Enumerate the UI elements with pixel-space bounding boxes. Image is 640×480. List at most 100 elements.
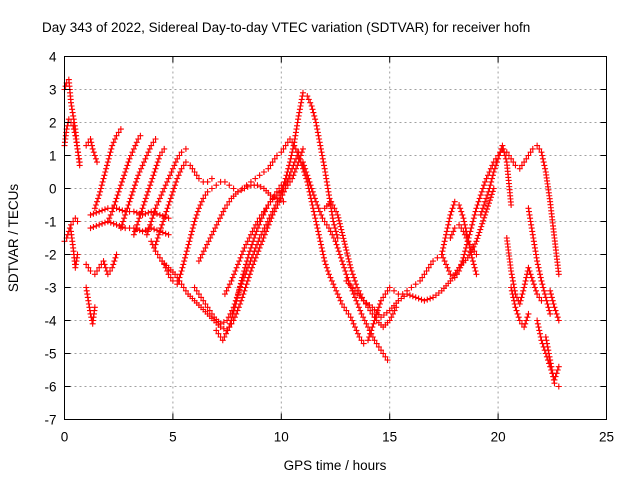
y-tick-label: -5: [44, 347, 56, 362]
data-point: [317, 142, 324, 149]
data-point: [152, 241, 159, 248]
data-point: [150, 211, 157, 218]
data-point: [350, 274, 357, 281]
data-point: [481, 182, 488, 189]
data-point: [90, 210, 97, 217]
data-point: [518, 294, 525, 301]
data-point: [549, 297, 556, 304]
x-tick-label: 10: [274, 430, 289, 445]
data-point: [412, 281, 419, 288]
data-point: [336, 217, 343, 224]
data-point: [345, 310, 352, 317]
data-point: [352, 277, 359, 284]
data-point: [164, 205, 171, 212]
data-point: [265, 165, 272, 172]
data-point: [204, 178, 211, 185]
data-point: [312, 119, 319, 126]
data-point: [228, 277, 235, 284]
data-point: [332, 225, 339, 232]
data-point: [264, 218, 271, 225]
data-point: [489, 175, 496, 182]
data-point: [226, 198, 233, 205]
data-point: [338, 226, 345, 233]
data-point: [126, 155, 133, 162]
data-point: [168, 192, 175, 199]
data-point: [523, 274, 530, 281]
data-point: [541, 287, 548, 294]
data-point: [461, 218, 468, 225]
data-point: [518, 162, 525, 169]
data-point: [545, 347, 552, 354]
data-point: [213, 221, 220, 228]
data-point: [150, 139, 157, 146]
data-point: [282, 175, 289, 182]
data-point: [123, 165, 130, 172]
data-point: [311, 195, 318, 202]
data-point: [200, 248, 207, 255]
data-point: [177, 169, 184, 175]
data-point: [310, 205, 317, 212]
data-point: [278, 188, 285, 195]
data-point: [154, 227, 161, 234]
data-point: [373, 340, 380, 347]
data-point: [182, 251, 189, 258]
data-point: [449, 205, 456, 212]
data-point: [549, 370, 556, 377]
data-point: [316, 235, 323, 241]
data-point: [477, 192, 484, 199]
data-point: [288, 152, 295, 159]
data-point: [470, 243, 477, 250]
data-point: [223, 330, 230, 337]
data-point: [306, 178, 313, 185]
data-point: [317, 145, 324, 152]
data-point: [353, 281, 360, 288]
data-point: [271, 205, 278, 212]
data-point: [464, 238, 471, 245]
data-point: [512, 162, 519, 169]
data-point: [219, 337, 226, 344]
data-point: [536, 268, 543, 274]
data-point: [247, 244, 254, 251]
data-point: [537, 334, 544, 340]
x-tick-label: 20: [491, 430, 506, 445]
data-point: [165, 175, 172, 182]
data-point: [477, 211, 484, 218]
data-point: [447, 235, 454, 241]
data-point: [159, 221, 166, 228]
data-point: [96, 264, 103, 271]
data-point: [427, 261, 434, 268]
data-point: [111, 202, 118, 208]
data-point: [114, 192, 121, 199]
data-point: [343, 271, 350, 278]
data-point: [456, 202, 463, 208]
data-point: [72, 215, 79, 222]
data-point: [485, 200, 492, 207]
data-point: [112, 198, 119, 205]
data-point: [138, 165, 145, 172]
data-point: [388, 314, 395, 321]
data-point: [310, 192, 317, 199]
data-point: [130, 208, 137, 215]
data-point: [142, 195, 149, 202]
data-point: [547, 357, 554, 364]
data-point: [546, 307, 553, 314]
data-point: [314, 126, 321, 133]
data-point: [277, 197, 284, 204]
data-point: [550, 376, 557, 383]
data-point: [555, 317, 562, 324]
data-point: [145, 149, 152, 156]
data-point: [423, 268, 430, 274]
data-point: [444, 264, 451, 271]
data-point: [536, 327, 543, 334]
data-point: [99, 178, 106, 185]
data-point: [256, 235, 263, 241]
data-point: [113, 132, 120, 139]
data-point: [133, 209, 140, 216]
data-point: [513, 307, 520, 314]
data-point: [517, 297, 524, 304]
data-point: [256, 215, 263, 222]
data-point: [141, 198, 148, 205]
data-point: [347, 314, 354, 321]
data-point: [267, 162, 274, 169]
data-point: [259, 228, 266, 235]
